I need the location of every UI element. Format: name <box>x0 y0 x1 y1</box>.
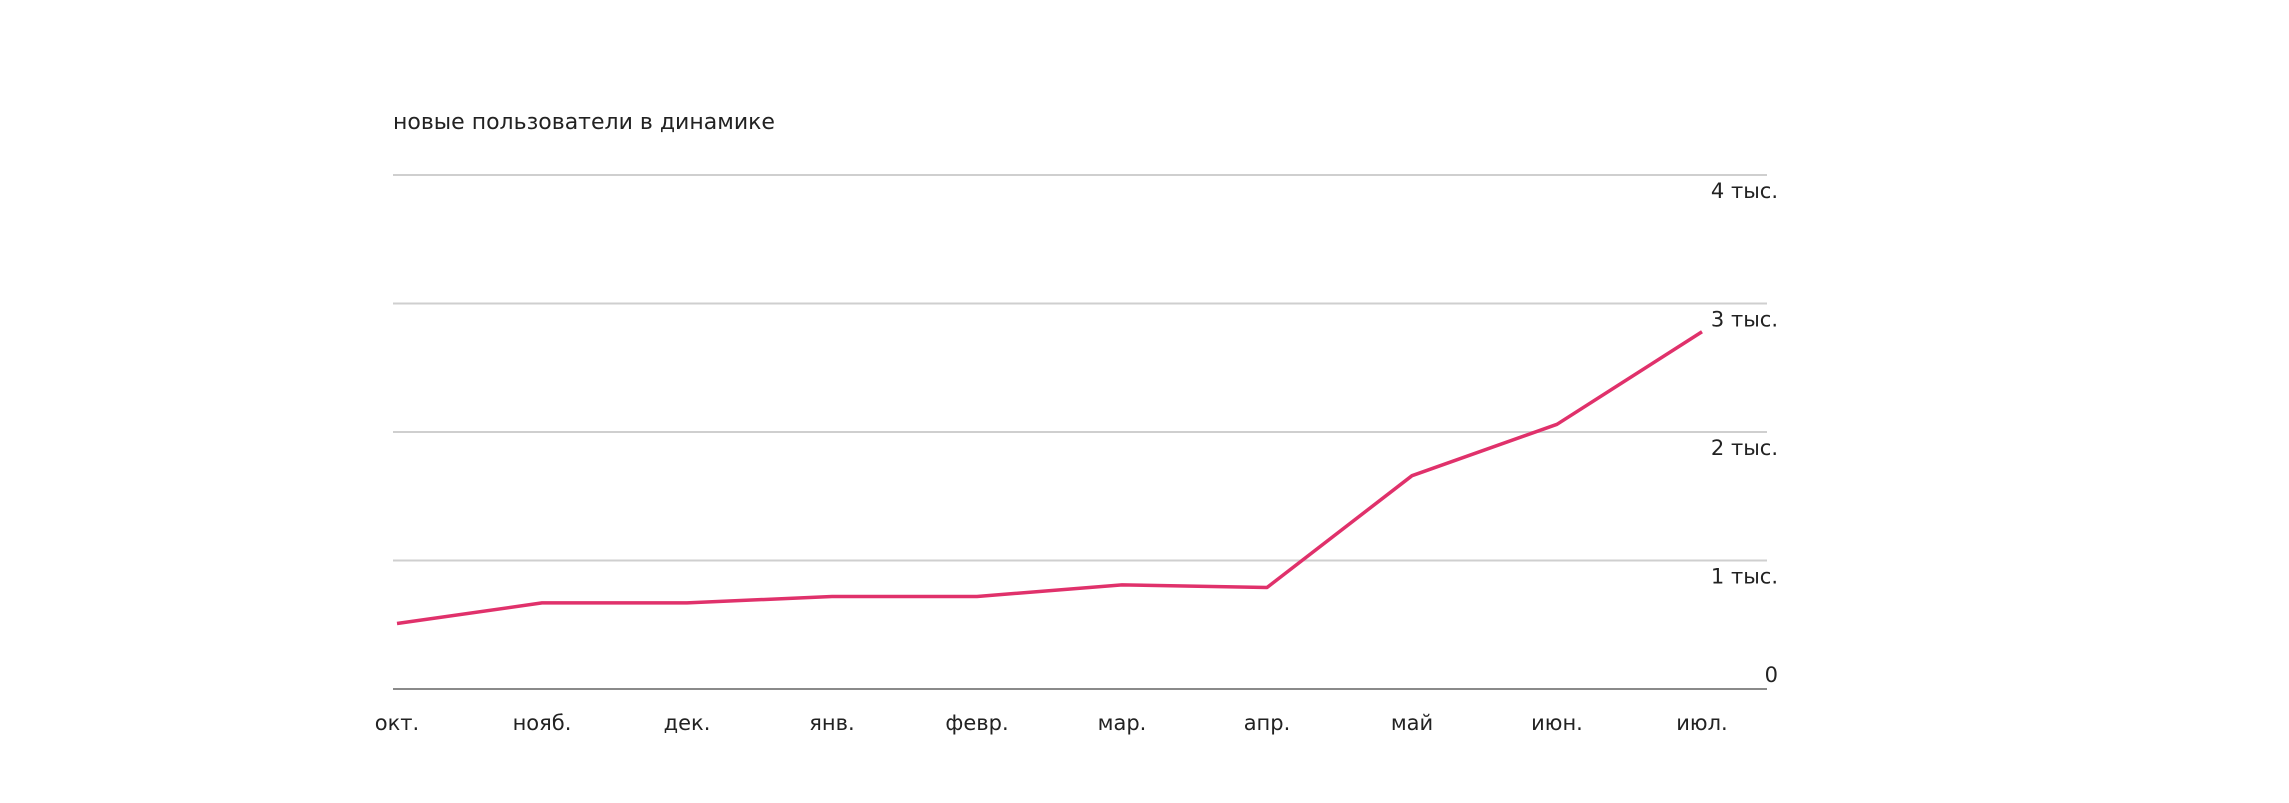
chart-title: новые пользователи в динамике <box>393 110 775 135</box>
x-tick-label: май <box>1391 711 1433 735</box>
x-tick-label: апр. <box>1244 711 1291 735</box>
x-tick-label: июл. <box>1676 711 1727 735</box>
data-line <box>396 330 1703 626</box>
x-tick-label: янв. <box>809 711 854 735</box>
x-tick-label: февр. <box>945 711 1008 735</box>
y-tick-label: 3 тыс. <box>1711 308 1778 332</box>
x-tick-label: окт. <box>375 711 419 735</box>
y-tick-label: 4 тыс. <box>1711 179 1778 203</box>
x-tick-label: июн. <box>1531 711 1583 735</box>
y-tick-label: 1 тыс. <box>1711 565 1778 589</box>
x-tick-label: нояб. <box>513 711 572 735</box>
x-tick-label: мар. <box>1098 711 1147 735</box>
y-tick-label: 0 <box>1765 663 1778 687</box>
y-tick-label: 2 тыс. <box>1711 436 1778 460</box>
x-tick-label: дек. <box>664 711 711 735</box>
